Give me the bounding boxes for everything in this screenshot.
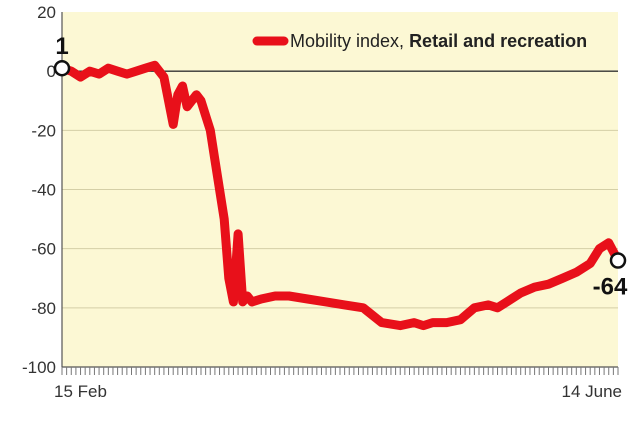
legend: Mobility index, Retail and recreation <box>252 31 587 51</box>
y-tick-label: 0 <box>47 62 56 81</box>
x-tick-labels: 15 Feb 14 June <box>54 382 622 401</box>
end-point-marker <box>609 252 627 269</box>
y-tick-label: -20 <box>31 121 56 140</box>
series-layer <box>57 60 623 331</box>
start-point-marker <box>53 59 71 77</box>
legend-label-prefix: Mobility index, <box>290 31 409 51</box>
axes <box>61 12 619 375</box>
endpoint-markers: 1 -64 <box>53 33 628 301</box>
end-value-label: -64 <box>593 274 628 301</box>
legend-label: Mobility index, Retail and recreation <box>290 31 587 51</box>
y-tick-label: -40 <box>31 181 56 200</box>
legend-label-bold: Retail and recreation <box>409 31 587 51</box>
y-tick-label: -100 <box>22 358 56 377</box>
series-line <box>57 60 623 331</box>
y-tick-label: 20 <box>37 3 56 22</box>
x-tick-label-start: 15 Feb <box>54 382 107 401</box>
x-tick-label-end: 14 June <box>562 382 623 401</box>
y-tick-label: -80 <box>31 299 56 318</box>
y-tick-label: -60 <box>31 240 56 259</box>
y-tick-labels: 20 0 -20 -40 -60 -80 -100 <box>22 3 56 377</box>
start-value-label: 1 <box>55 33 68 60</box>
